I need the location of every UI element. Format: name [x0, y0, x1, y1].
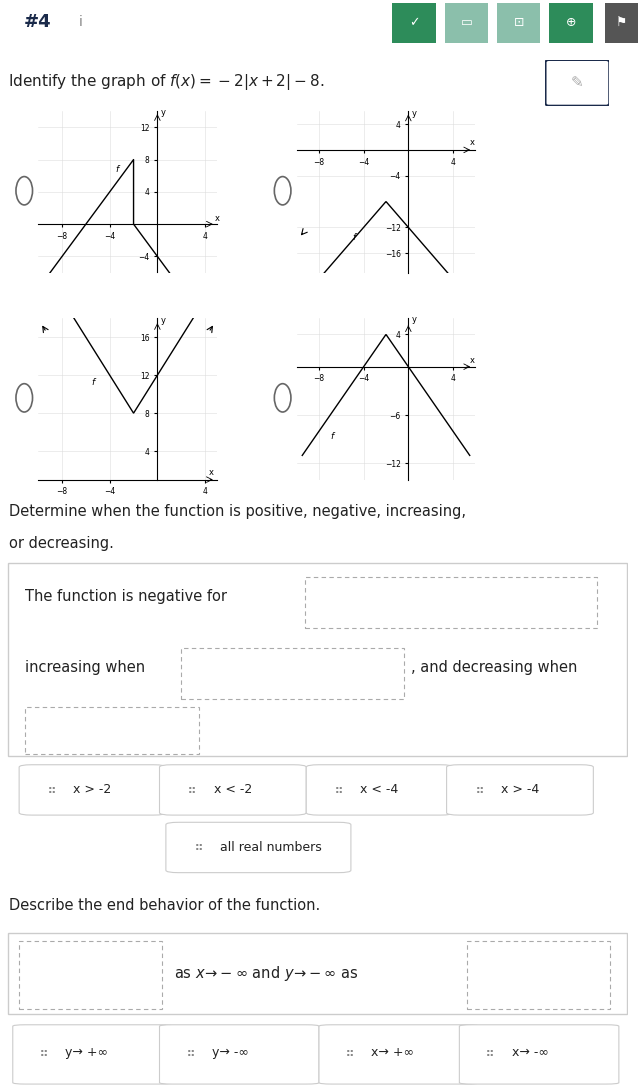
- FancyBboxPatch shape: [160, 765, 306, 815]
- Text: ⊡: ⊡: [514, 16, 524, 29]
- Text: ✓: ✓: [409, 16, 419, 29]
- FancyBboxPatch shape: [8, 933, 627, 1014]
- Circle shape: [16, 177, 33, 205]
- FancyBboxPatch shape: [306, 765, 453, 815]
- Text: all real numbers: all real numbers: [220, 841, 322, 853]
- FancyBboxPatch shape: [466, 941, 610, 1009]
- FancyBboxPatch shape: [19, 941, 162, 1009]
- Text: ✎: ✎: [571, 75, 584, 90]
- Text: ::: ::: [346, 1047, 355, 1058]
- Text: or decreasing.: or decreasing.: [10, 536, 114, 552]
- Text: ::: ::: [40, 1047, 48, 1058]
- FancyBboxPatch shape: [319, 1025, 478, 1085]
- Text: y: y: [412, 315, 417, 325]
- Text: f: f: [330, 433, 333, 441]
- FancyBboxPatch shape: [447, 765, 593, 815]
- Circle shape: [274, 177, 291, 205]
- Text: x < -4: x < -4: [360, 784, 399, 797]
- Text: x: x: [470, 355, 475, 365]
- FancyBboxPatch shape: [8, 564, 627, 755]
- Text: x > -4: x > -4: [501, 784, 539, 797]
- Text: y: y: [161, 108, 166, 118]
- Text: y: y: [161, 316, 166, 325]
- Text: The function is negative for: The function is negative for: [25, 590, 227, 604]
- Text: x: x: [470, 137, 475, 147]
- Text: x→ +∞: x→ +∞: [371, 1046, 414, 1059]
- FancyBboxPatch shape: [391, 2, 437, 44]
- Circle shape: [274, 384, 291, 412]
- Text: y→ +∞: y→ +∞: [65, 1046, 108, 1059]
- Text: increasing when: increasing when: [25, 659, 145, 675]
- Text: ::: ::: [48, 785, 57, 795]
- Text: #4: #4: [24, 13, 51, 31]
- Text: i: i: [79, 15, 83, 28]
- Text: as $x\!\to\!-\infty$ and $y\!\to\!-\infty$ as: as $x\!\to\!-\infty$ and $y\!\to\!-\inft…: [174, 964, 359, 983]
- Text: f: f: [115, 165, 119, 173]
- Text: ▭: ▭: [461, 16, 472, 29]
- Text: f: f: [92, 378, 95, 387]
- Text: y→ -∞: y→ -∞: [212, 1046, 249, 1059]
- Text: ⊕: ⊕: [566, 16, 576, 29]
- Text: x: x: [209, 468, 214, 476]
- FancyBboxPatch shape: [181, 647, 404, 699]
- Circle shape: [16, 384, 33, 412]
- Text: x > -2: x > -2: [73, 784, 112, 797]
- Text: f: f: [352, 233, 355, 242]
- Text: x→ -∞: x→ -∞: [512, 1046, 549, 1059]
- Text: ⚑: ⚑: [616, 16, 627, 29]
- FancyBboxPatch shape: [548, 2, 594, 44]
- FancyBboxPatch shape: [305, 577, 597, 628]
- Text: ::: ::: [486, 1047, 495, 1058]
- FancyBboxPatch shape: [13, 1025, 172, 1085]
- FancyBboxPatch shape: [160, 1025, 319, 1085]
- Text: ::: ::: [186, 1047, 195, 1058]
- Text: ::: ::: [188, 785, 197, 795]
- Text: Determine when the function is positive, negative, increasing,: Determine when the function is positive,…: [10, 504, 466, 519]
- FancyBboxPatch shape: [25, 706, 199, 753]
- FancyBboxPatch shape: [459, 1025, 619, 1085]
- Text: ::: ::: [335, 785, 344, 795]
- FancyBboxPatch shape: [496, 2, 542, 44]
- Text: x < -2: x < -2: [214, 784, 252, 797]
- Text: ::: ::: [475, 785, 484, 795]
- FancyBboxPatch shape: [443, 2, 489, 44]
- Text: , and decreasing when: , and decreasing when: [411, 659, 577, 675]
- Text: x: x: [214, 214, 219, 222]
- Text: Describe the end behavior of the function.: Describe the end behavior of the functio…: [10, 898, 321, 913]
- FancyBboxPatch shape: [166, 822, 351, 873]
- FancyBboxPatch shape: [545, 60, 609, 106]
- Text: y: y: [412, 109, 417, 119]
- FancyBboxPatch shape: [19, 765, 166, 815]
- Text: ::: ::: [195, 843, 204, 852]
- FancyBboxPatch shape: [604, 2, 638, 44]
- Text: Identify the graph of $f(x) = -2|x + 2| - 8$.: Identify the graph of $f(x) = -2|x + 2| …: [8, 72, 325, 92]
